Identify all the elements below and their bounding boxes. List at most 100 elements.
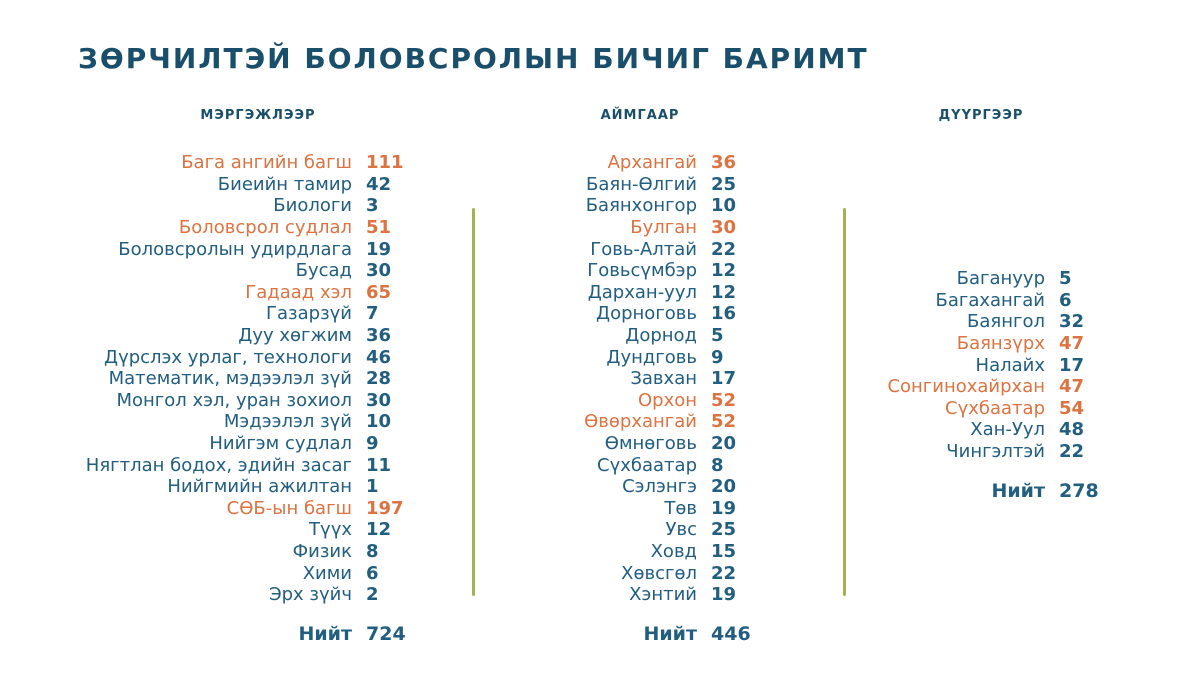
item-value: 46 [366,346,392,368]
item-label: Хөвсгөл [621,562,697,584]
list-item: Гадаад хэл 65 [60,282,406,304]
item-value: 25 [711,519,737,541]
item-label: Эрх зүйч [269,584,352,606]
list-item: Баянзүрх 47 [850,333,1099,355]
item-value: 52 [711,389,737,411]
list-item: Эрх зүйч 2 [60,584,406,606]
item-label: Увс [665,519,697,541]
item-label: Газарзүй [266,303,352,325]
item-value: 47 [1059,333,1085,355]
item-value: 22 [711,562,737,584]
item-value: 2 [366,584,379,606]
item-label: Өмнөговь [604,433,697,455]
list-item: Дархан-уул 12 [480,282,751,304]
item-label: Нягтлан бодох, эдийн засаг [85,454,352,476]
list-profession: Бага ангийн багш 111 Биеийн тамир 42 Биологи… [60,152,406,645]
item-value: 51 [366,217,392,239]
item-value: 12 [711,281,737,303]
list-item: Өмнөговь 20 [480,433,751,455]
item-label: Монгол хэл, уран зохиол [116,389,352,411]
item-value: 111 [366,152,404,174]
item-value: 22 [711,238,737,260]
list-item: Багахангай 6 [850,290,1099,312]
item-value: 20 [711,433,737,455]
item-label: Боловсролын удирдлага [118,238,352,260]
item-value: 36 [711,152,737,174]
list-item: Математик, мэдээлэл зүй 28 [60,368,406,390]
total-value: 724 [366,623,406,646]
list-item: Түүх 12 [60,519,406,541]
item-label: Хими [302,562,352,584]
total-label: Нийт [643,623,697,646]
total-row: Нийт 446 [480,623,751,646]
list-item: Говь-Алтай 22 [480,238,751,260]
list-item: Ховд 15 [480,541,751,563]
item-label: Архангай [607,152,697,174]
item-label: Булган [630,217,697,239]
item-label: Дархан-уул [587,281,697,303]
list-item: Дорнод 5 [480,325,751,347]
item-value: 22 [1059,441,1085,463]
list-item: Төв 19 [480,498,751,520]
item-label: Говьсүмбэр [587,260,697,282]
total-value: 446 [711,623,751,646]
item-label: Завхан [630,368,697,390]
item-value: 30 [366,260,392,282]
item-value: 12 [366,519,392,541]
list-item: Биологи 3 [60,195,406,217]
item-value: 19 [711,584,737,606]
list-item: Нийгмийн ажилтан 1 [60,476,406,498]
list-item: Биеийн тамир 42 [60,174,406,196]
list-item: Нягтлан бодох, эдийн засаг 11 [60,454,406,476]
total-row: Нийт 278 [850,480,1098,502]
item-label: Гадаад хэл [245,281,352,303]
item-value: 9 [711,346,724,368]
item-label: Баян-Өлгий [586,173,697,195]
list-item: Архангай 36 [480,152,751,174]
item-value: 54 [1059,397,1085,419]
list-item: Хөвсгөл 22 [480,562,751,584]
list-item: Дорноговь 16 [480,303,751,325]
item-label: Бага ангийн багш [181,152,352,174]
list-item: Налайх 17 [850,354,1099,376]
list-item: Булган 30 [480,217,751,239]
item-label: Говь-Алтай [590,238,697,260]
item-value: 19 [711,497,737,519]
item-label: Төв [664,497,697,519]
item-label: Боловсрол судлал [178,217,352,239]
list-item: Дундговь 9 [480,346,751,368]
item-label: Бусад [295,260,352,282]
column-header-province: АЙМГААР [600,108,680,123]
item-label: Сонгинохайрхан [887,376,1045,398]
list-item: Баян-Өлгий 25 [480,174,751,196]
item-value: 25 [711,173,737,195]
item-label: Орхон [637,389,697,411]
item-value: 17 [1059,354,1085,376]
item-label: Хан-Уул [970,419,1045,441]
item-value: 65 [366,281,392,303]
item-value: 5 [711,325,724,347]
total-label: Нийт [298,623,352,646]
list-item: Боловсролын удирдлага 19 [60,238,406,260]
list-district: Багануур 5 Багахангай 6 Баянгол 32 Баянзүрх 47 Н… [850,268,1099,502]
item-label: Нийгэм судлал [209,433,352,455]
item-label: Баянзүрх [956,333,1045,355]
item-label: СӨБ-ын багш [226,497,352,519]
item-label: Өвөрхангай [584,411,697,433]
item-label: Баянгол [967,311,1045,333]
item-value: 197 [366,497,404,519]
list-item: Дуу хөгжим 36 [60,325,406,347]
item-value: 15 [711,540,737,562]
list-item: Физик 8 [60,541,406,563]
list-item: Сонгинохайрхан 47 [850,376,1099,398]
item-value: 19 [366,238,392,260]
item-value: 20 [711,476,737,498]
list-item: Хан-Уул 48 [850,419,1099,441]
list-item: Багануур 5 [850,268,1099,290]
item-label: Дорнод [625,325,697,347]
list-item: Хэнтий 19 [480,584,751,606]
item-value: 17 [711,368,737,390]
page-title: ЗӨРЧИЛТЭЙ БОЛОВСРОЛЫН БИЧИГ БАРИМТ [78,42,869,75]
item-value: 11 [366,454,392,476]
item-value: 3 [366,195,379,217]
